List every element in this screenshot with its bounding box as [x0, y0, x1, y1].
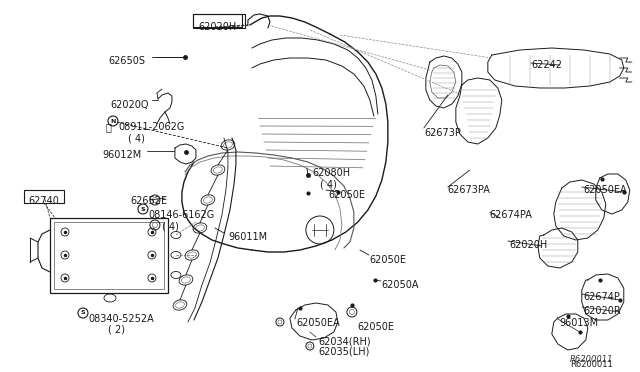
- Text: 62050EA: 62050EA: [584, 185, 627, 195]
- Text: 08146-6162G: 08146-6162G: [148, 210, 214, 220]
- Text: 62650S: 62650S: [108, 56, 145, 66]
- Text: N: N: [110, 119, 116, 124]
- Text: 96013M: 96013M: [560, 318, 599, 328]
- Text: 62050E: 62050E: [370, 255, 407, 265]
- Text: 62034(RH): 62034(RH): [318, 336, 371, 346]
- Text: 62020Q: 62020Q: [110, 100, 148, 110]
- Text: 62050E: 62050E: [328, 190, 365, 200]
- Text: 62674P: 62674P: [584, 292, 621, 302]
- Text: 62674PA: 62674PA: [490, 210, 532, 220]
- Text: 62740: 62740: [28, 196, 59, 206]
- Bar: [193, 14, 242, 27]
- Text: ⓝ: ⓝ: [106, 122, 112, 132]
- Text: S: S: [81, 311, 85, 315]
- Text: 62050A: 62050A: [382, 280, 419, 290]
- Text: 62020H: 62020H: [510, 240, 548, 250]
- Text: ( 4): ( 4): [162, 221, 179, 231]
- Text: 62673PA: 62673PA: [448, 185, 491, 195]
- Text: 08911-2062G: 08911-2062G: [118, 122, 184, 132]
- Bar: [50, 218, 168, 293]
- Text: 62035(LH): 62035(LH): [318, 347, 369, 357]
- Text: 62020H: 62020H: [198, 22, 236, 32]
- Text: S: S: [141, 206, 145, 212]
- Text: 62673P: 62673P: [425, 128, 461, 138]
- Text: 62242: 62242: [532, 60, 563, 70]
- Text: 62050EA: 62050EA: [296, 318, 340, 328]
- Text: R6200011: R6200011: [570, 360, 612, 369]
- Text: 62080H: 62080H: [312, 168, 350, 178]
- Text: 08340-5252A: 08340-5252A: [88, 314, 154, 324]
- Text: 62652E: 62652E: [130, 196, 167, 206]
- Text: 62050E: 62050E: [358, 322, 395, 332]
- Text: 96011M: 96011M: [228, 232, 267, 242]
- Text: R6200011: R6200011: [570, 355, 613, 364]
- Bar: [24, 190, 64, 203]
- Text: ( 4): ( 4): [128, 133, 145, 143]
- Bar: [193, 14, 245, 28]
- Text: ( 4): ( 4): [320, 179, 337, 189]
- Bar: [54, 222, 164, 289]
- Text: 96012M: 96012M: [102, 150, 141, 160]
- Text: 62020R: 62020R: [584, 306, 621, 316]
- Text: ( 2): ( 2): [108, 325, 125, 335]
